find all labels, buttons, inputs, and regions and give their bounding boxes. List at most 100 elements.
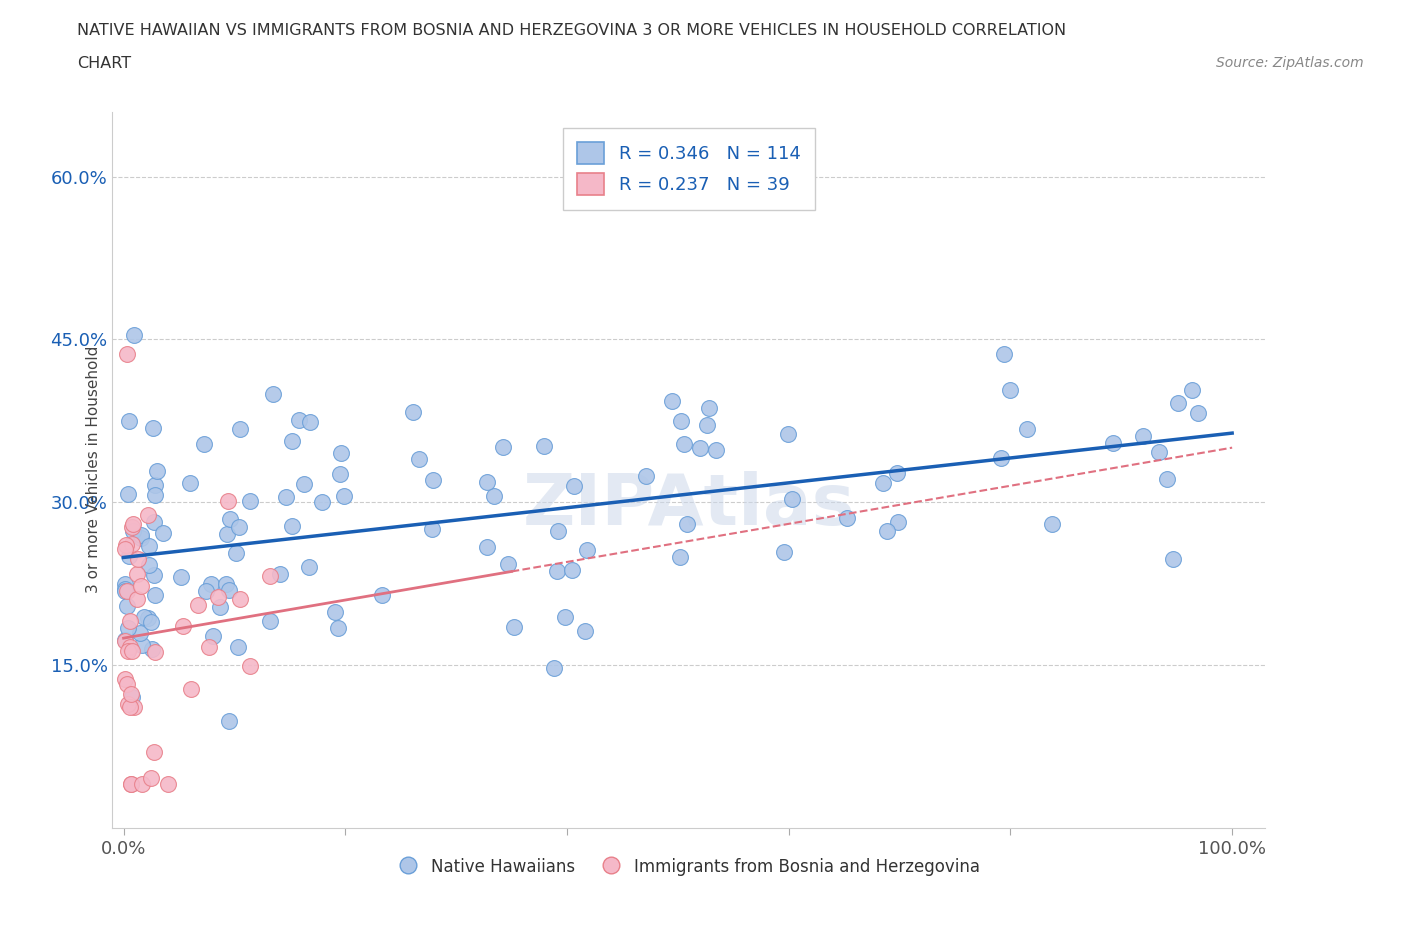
Point	[228, 591, 250, 606]
Point	[990, 450, 1012, 465]
Point	[420, 522, 443, 537]
Point	[114, 632, 136, 647]
Text: ZIPAtlas: ZIPAtlas	[523, 471, 855, 540]
Point	[114, 672, 136, 687]
Point	[207, 589, 229, 604]
Point	[546, 564, 568, 578]
Point	[120, 777, 142, 791]
Point	[179, 475, 201, 490]
Point	[299, 415, 322, 430]
Point	[115, 538, 138, 552]
Point	[668, 550, 690, 565]
Point	[156, 777, 179, 791]
Point	[145, 588, 167, 603]
Point	[114, 541, 136, 556]
Point	[219, 512, 242, 526]
Point	[131, 637, 153, 652]
Point	[136, 611, 159, 626]
Point	[1132, 429, 1154, 444]
Point	[262, 387, 284, 402]
Point	[117, 644, 139, 658]
Point	[121, 644, 143, 658]
Point	[281, 433, 304, 448]
Point	[142, 745, 165, 760]
Point	[1181, 383, 1204, 398]
Point	[115, 676, 138, 691]
Point	[117, 598, 139, 613]
Point	[574, 624, 596, 639]
Point	[561, 563, 583, 578]
Point	[281, 518, 304, 533]
Point	[422, 472, 444, 487]
Point	[120, 700, 142, 715]
Y-axis label: 3 or more Vehicles in Household: 3 or more Vehicles in Household	[86, 346, 101, 593]
Point	[1017, 422, 1039, 437]
Point	[170, 570, 193, 585]
Point	[114, 577, 136, 591]
Point	[118, 613, 141, 628]
Point	[172, 618, 194, 633]
Point	[776, 427, 799, 442]
Point	[371, 587, 394, 602]
Point	[226, 640, 249, 655]
Point	[325, 604, 347, 619]
Point	[259, 568, 281, 583]
Point	[239, 658, 262, 673]
Text: Source: ZipAtlas.com: Source: ZipAtlas.com	[1216, 56, 1364, 70]
Point	[543, 660, 565, 675]
Point	[1040, 516, 1063, 531]
Point	[143, 478, 166, 493]
Point	[114, 633, 136, 648]
Point	[696, 418, 718, 432]
Point	[187, 597, 209, 612]
Point	[772, 544, 794, 559]
Point	[117, 620, 139, 635]
Point	[326, 621, 349, 636]
Point	[288, 412, 311, 427]
Point	[229, 421, 252, 436]
Point	[311, 494, 333, 509]
Point	[886, 466, 908, 481]
Point	[143, 514, 166, 529]
Point	[998, 382, 1021, 397]
Point	[218, 583, 240, 598]
Point	[115, 584, 138, 599]
Point	[131, 578, 153, 593]
Point	[492, 440, 515, 455]
Point	[259, 614, 281, 629]
Point	[139, 770, 162, 785]
Point	[661, 393, 683, 408]
Point	[200, 577, 222, 591]
Point	[1161, 551, 1184, 566]
Point	[141, 615, 163, 630]
Point	[697, 401, 720, 416]
Point	[669, 413, 692, 428]
Point	[217, 494, 239, 509]
Point	[1187, 405, 1209, 420]
Point	[1167, 395, 1189, 410]
Point	[498, 557, 520, 572]
Point	[402, 405, 425, 419]
Point	[127, 591, 149, 606]
Point	[131, 531, 153, 546]
Point	[131, 777, 153, 791]
Point	[475, 474, 498, 489]
Point	[121, 690, 143, 705]
Point	[837, 511, 859, 525]
Point	[121, 537, 143, 551]
Point	[118, 640, 141, 655]
Point	[547, 524, 569, 538]
Point	[215, 526, 238, 541]
Point	[1147, 445, 1170, 459]
Point	[484, 488, 506, 503]
Point	[239, 494, 262, 509]
Point	[636, 469, 658, 484]
Point	[138, 558, 160, 573]
Point	[503, 619, 526, 634]
Point	[689, 440, 711, 455]
Point	[876, 524, 898, 538]
Point	[136, 508, 159, 523]
Point	[215, 577, 238, 591]
Point	[121, 519, 143, 534]
Point	[201, 629, 224, 644]
